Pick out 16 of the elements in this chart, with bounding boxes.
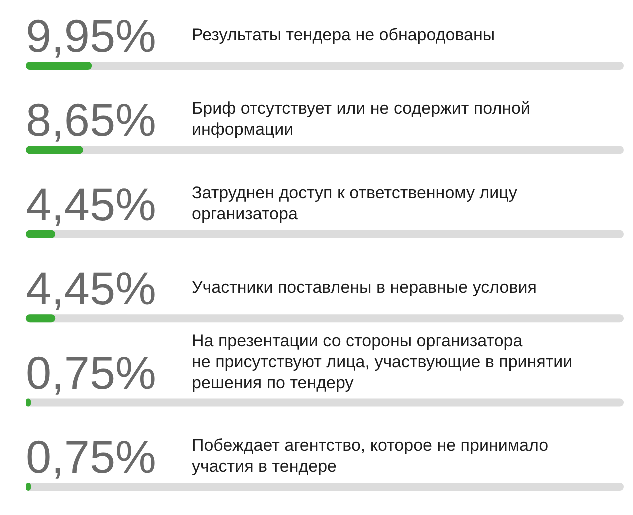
- y-tick-label: Бриф отсутствует или не содержит полной информации: [192, 99, 530, 140]
- bar: [26, 62, 92, 70]
- y-tick-label: На презентации со стороны организатора не присутствуют лица, участвующие в принятии решения по тендеру: [192, 331, 573, 392]
- y-tick-label: Результаты тендера не обнародованы: [192, 26, 496, 44]
- data-label: 8,65%: [26, 94, 156, 146]
- data-label: 4,45%: [26, 262, 156, 315]
- data-label: 0,75%: [26, 431, 156, 483]
- bar: [26, 230, 56, 238]
- y-tick-label: Участники поставлены в неравные условия: [192, 278, 537, 298]
- y-tick-label: Побеждает агентство, которое не принимало участия в тендере: [192, 436, 549, 476]
- data-label: 9,95%: [26, 10, 156, 62]
- bar: [26, 314, 56, 323]
- y-tick-label: Затруднен доступ к ответственному лицу организатора: [192, 183, 518, 224]
- data-label: 0,75%: [26, 346, 156, 399]
- bar: [26, 146, 84, 154]
- data-label: 4,45%: [26, 178, 156, 230]
